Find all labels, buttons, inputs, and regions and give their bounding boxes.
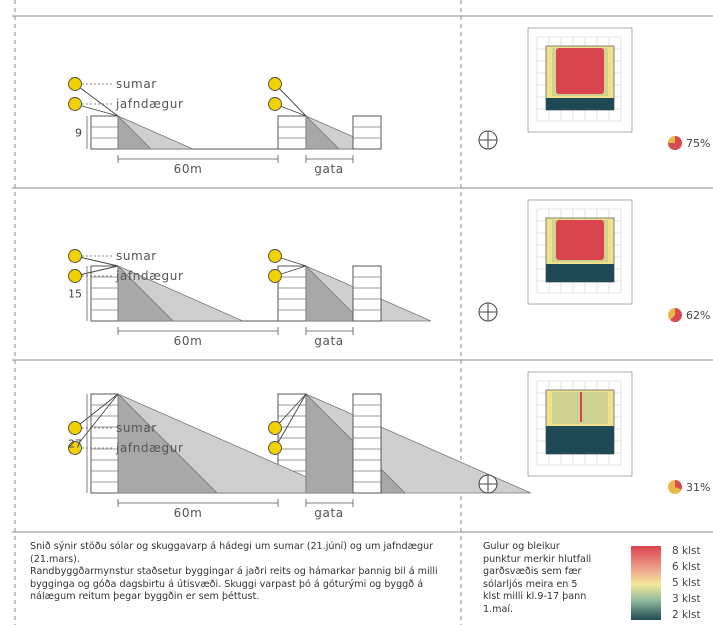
- sun-equinox-middle: [268, 441, 282, 455]
- caption-line-2: Randbyggðarmynstur staðsetur byggingar á…: [30, 566, 438, 602]
- label-equinox: jafndægur: [115, 441, 183, 455]
- sun-summer-left: [68, 77, 82, 91]
- caption-line-1: Snið sýnir stöðu sólar og skuggavarp á h…: [30, 541, 434, 565]
- percent-label: 75%: [686, 137, 710, 150]
- building-left: [90, 393, 119, 494]
- plan-teal-zone: [546, 264, 614, 282]
- legend-gradient-bar: [631, 546, 661, 620]
- pie-slice: [670, 308, 683, 322]
- section-1: sumar jafndægur 9 60m gata 75%: [68, 27, 710, 176]
- label-summer: sumar: [116, 77, 157, 91]
- building-right-front: [352, 115, 382, 150]
- shadow-summer-middle: [305, 265, 362, 322]
- pie-slice: [675, 480, 682, 490]
- height-label: 27: [68, 438, 82, 451]
- ray-summer-middle: [274, 83, 307, 117]
- legend-label-5: 5 klst: [672, 577, 701, 589]
- sun-equinox-left: [68, 441, 82, 455]
- building-middle: [277, 115, 307, 150]
- percent-label: 31%: [686, 481, 710, 494]
- height-label: 9: [75, 127, 82, 140]
- sections-group: sumar jafndægur 9 60m gata 75% sumar jafndægur 1…: [68, 27, 710, 520]
- frame-lines: [12, 0, 713, 625]
- legend-label-8: 8 klst: [672, 545, 701, 557]
- label-equinox: jafndægur: [115, 97, 183, 111]
- sun-equinox-middle: [268, 269, 282, 283]
- building-left: [90, 115, 119, 150]
- plan-red-zone: [580, 392, 582, 422]
- ray-summer-left: [74, 393, 119, 429]
- shadow-summer-left: [117, 115, 152, 150]
- shadow-summer-left: [117, 393, 218, 494]
- ray-equinox-middle: [274, 393, 307, 449]
- section-caption: Snið sýnir stöðu sólar og skuggavarp á h…: [30, 541, 440, 604]
- ray-equinox-left: [74, 103, 119, 117]
- color-legend: [631, 546, 661, 620]
- section-3: sumar jafndægur 27 60m gata 31%: [68, 371, 710, 520]
- shadow-summer-middle: [305, 115, 340, 150]
- street-label: gata: [314, 334, 343, 348]
- plan-teal-zone: [546, 426, 614, 454]
- pie-slice: [668, 136, 682, 150]
- distance-label: 60m: [174, 162, 203, 176]
- street-label: gata: [314, 506, 343, 520]
- building-middle: [277, 265, 307, 322]
- ray-summer-left: [74, 83, 119, 117]
- sun-equinox-left: [68, 97, 82, 111]
- street-label: gata: [314, 162, 343, 176]
- plan-red-zone: [556, 48, 604, 94]
- legend-description: Gulur og bleikur punktur merkir hlutfall…: [483, 541, 592, 615]
- sun-equinox-left: [68, 269, 82, 283]
- plan-teal-zone: [546, 98, 614, 110]
- label-summer: sumar: [116, 249, 157, 263]
- percent-label: 62%: [686, 309, 710, 322]
- label-summer: sumar: [116, 421, 157, 435]
- legend-label-3: 3 klst: [672, 593, 701, 605]
- sun-summer-left: [68, 421, 82, 435]
- sun-summer-middle: [268, 77, 282, 91]
- legend-label-2: 2 klst: [672, 609, 701, 621]
- distance-label: 60m: [174, 506, 203, 520]
- sun-summer-middle: [268, 249, 282, 263]
- building-right-front: [352, 265, 382, 322]
- sun-summer-left: [68, 249, 82, 263]
- plan-red-zone: [556, 220, 604, 260]
- ray-summer-middle: [274, 393, 307, 429]
- section-2: sumar jafndægur 15 60m gata 62%: [68, 199, 710, 348]
- building-right-front: [352, 393, 382, 494]
- sun-equinox-middle: [268, 97, 282, 111]
- building-left: [90, 265, 119, 322]
- legend-label-6: 6 klst: [672, 561, 701, 573]
- shadow-summer-left: [117, 265, 174, 322]
- label-equinox: jafndægur: [115, 269, 183, 283]
- ray-summer-left: [74, 255, 119, 267]
- distance-label: 60m: [174, 334, 203, 348]
- height-label: 15: [68, 288, 82, 301]
- sun-summer-middle: [268, 421, 282, 435]
- ray-equinox-left: [74, 393, 119, 449]
- ray-equinox-left: [74, 265, 119, 277]
